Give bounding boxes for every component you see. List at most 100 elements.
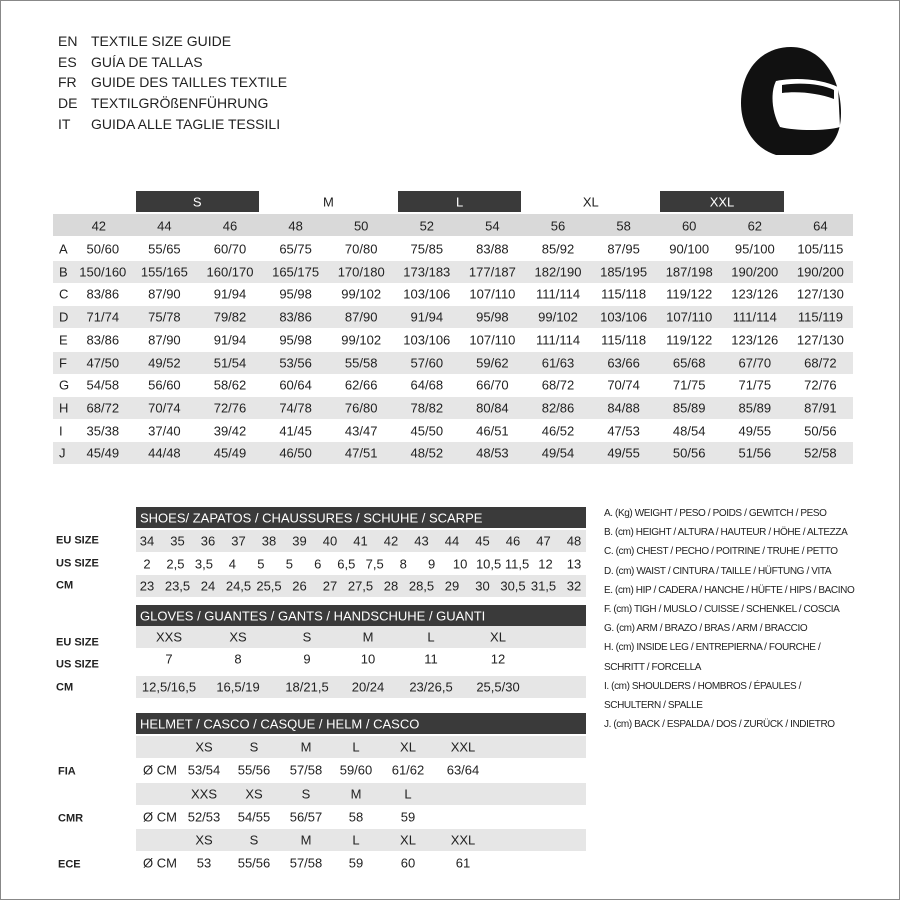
cell: 107/110 [469,332,516,348]
size-number: 42 [91,218,107,234]
cell: 80/84 [476,400,509,416]
cell: 43/47 [344,423,378,439]
cell: 79/82 [213,309,247,325]
cell: 76/80 [344,400,378,416]
cell: 55/58 [344,355,378,370]
cell: 46/51 [476,423,509,439]
language-code: EN [58,33,78,49]
cell: 49/55 [738,423,772,439]
row-label: A [59,241,68,257]
cell: 95/98 [279,286,312,302]
cell: XL [490,629,506,645]
cell: 27 [322,578,338,594]
cell: 48/54 [672,423,706,439]
cell: 43 [414,533,429,549]
legend-line: A. (Kg) WEIGHT / PESO / POIDS / GEWITCH … [604,508,827,519]
size-group-band [660,191,784,212]
cell: S [249,739,259,755]
cell: 123/126 [731,332,779,348]
cell: 49/52 [148,355,181,370]
cell: 111/114 [535,332,581,348]
cell: 6,5 [337,556,356,571]
cell: 41/45 [279,423,312,439]
cell: 4 [228,556,237,571]
cell: 83/86 [279,309,312,325]
cell: 64/68 [410,377,444,393]
legend-line: SCHULTERN / SPALLE [604,700,703,711]
cell: 23 [139,578,155,594]
cell: 24 [200,578,216,594]
cell: 30,5 [500,578,526,594]
cell: XL [400,739,416,755]
row-band [136,626,586,648]
size-number: 60 [681,218,697,234]
cell: 185/195 [600,264,648,280]
cell: 9 [428,556,436,571]
cell: XXL [450,832,476,848]
cell: 103/106 [403,332,451,348]
cell: 7 [165,651,173,667]
cell: 127/130 [796,332,844,348]
cell: XS [195,739,213,755]
unit: Ø CM [143,855,177,871]
cell: 48 [566,533,582,549]
cell: 83/86 [86,332,120,348]
cell: 115/118 [601,332,647,348]
cell: 55/56 [237,855,271,871]
cell: 115/118 [601,286,647,302]
cell: 57/60 [410,355,444,370]
cell: 45/49 [213,445,247,461]
row-label: EU SIZE [56,534,99,547]
cell: XXS [155,629,183,645]
language-title: TEXTILE SIZE GUIDE [91,33,232,49]
size-number: 46 [222,218,238,234]
cell: 3,5 [194,556,213,571]
cell: 16,5/19 [216,679,260,695]
cell: 34 [139,533,155,549]
cell: 23,5 [164,578,191,594]
row-label: CM [56,579,74,592]
cell: 107/110 [666,309,713,325]
cell: 47/50 [86,355,120,370]
size-group: S [192,194,202,210]
unit: Ø CM [143,762,177,778]
row-label: US SIZE [56,658,99,671]
cell: 78/82 [410,400,444,416]
cell: 53 [196,855,212,871]
cell: L [352,739,360,755]
row-label: J [59,445,66,461]
size-group: L [455,194,464,210]
cell: 72/76 [213,400,247,416]
cell: 71/74 [86,309,120,325]
cell: 61/63 [541,355,575,370]
cell: 45 [475,533,490,549]
language-code: FR [58,74,77,91]
cell: 85/92 [541,241,575,257]
cell: 54/55 [237,809,271,824]
cell: 29 [444,578,460,594]
cell: 65/68 [672,355,706,370]
row-label: EU SIZE [56,636,99,649]
cell: 41 [353,533,368,549]
cell: 55/56 [237,762,271,778]
cell: 165/175 [272,264,320,280]
cell: 83/86 [86,286,120,302]
cell: 28,5 [408,578,435,594]
cell: 119/122 [666,286,713,302]
cell: 75/85 [410,241,444,257]
size-number: 52 [419,218,435,234]
cell: 103/106 [600,309,648,325]
cell: 53/54 [187,762,221,778]
row-band [136,782,586,805]
cell: 50/56 [672,445,706,461]
row-band [136,736,586,758]
cell: 103/106 [403,286,451,302]
cell: 99/102 [341,286,382,302]
cell: 63/64 [446,762,480,778]
cell: 60/64 [279,377,312,393]
size-number: 50 [353,218,369,234]
row-band [136,530,586,552]
size-number: 62 [747,218,763,234]
cell: 57/58 [289,855,323,871]
